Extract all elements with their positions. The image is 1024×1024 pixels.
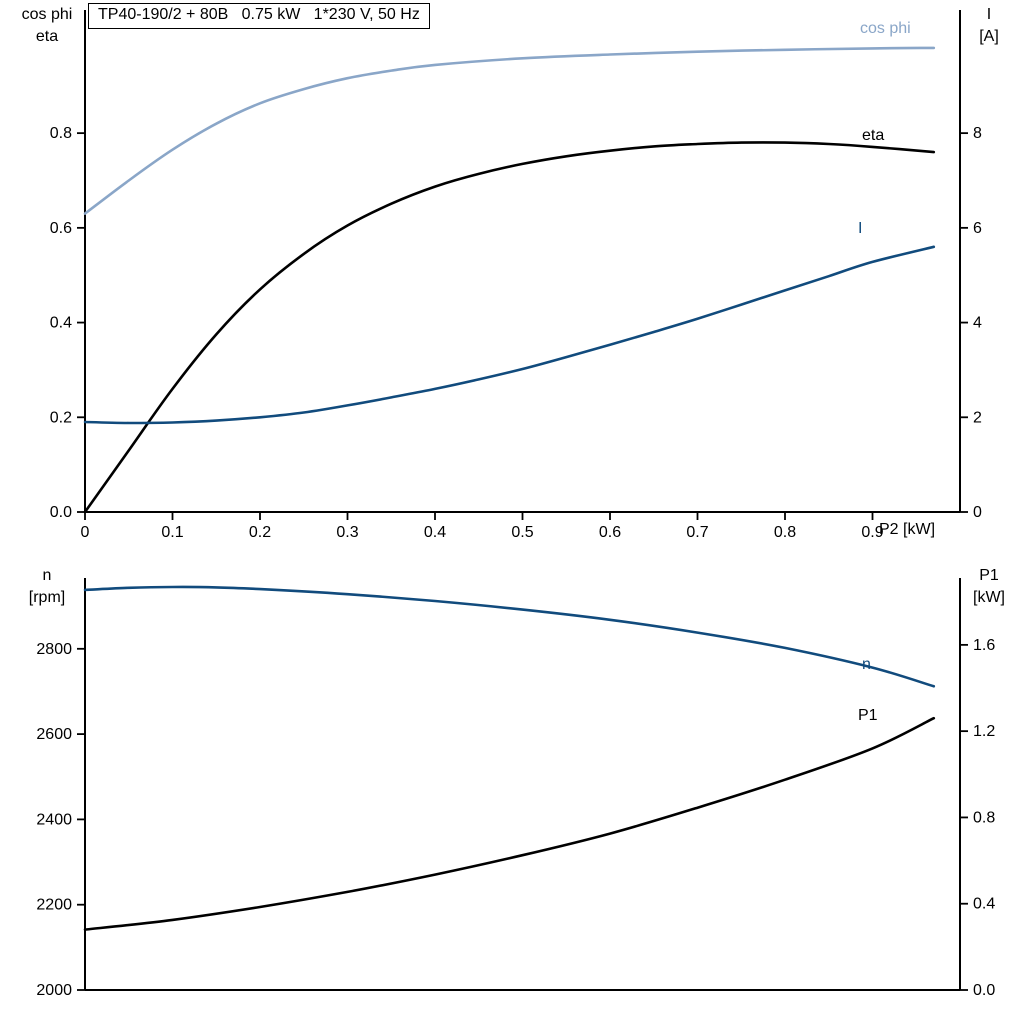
p1-curve-label: P1: [858, 707, 878, 724]
right-axis-title-current: I: [986, 6, 992, 23]
left-axis-title-speed: n: [42, 567, 52, 584]
curve-speed: [83, 585, 936, 688]
curve-eta: [83, 141, 936, 514]
x-tick-label: 0.6: [599, 524, 621, 541]
left-tick-label: 0.6: [50, 220, 72, 237]
right-tick-label: 0: [973, 504, 982, 521]
right-tick-label: 4: [973, 315, 982, 332]
left-axis-title-eta: eta: [35, 28, 59, 45]
left-tick-label: 0.4: [50, 315, 72, 332]
top-chart-left-axis-title: cos phi eta: [7, 4, 87, 48]
left-tick-label: 0.0: [50, 504, 72, 521]
left-tick-label: 2200: [36, 897, 72, 914]
left-tick-label: 2000: [36, 982, 72, 999]
current-curve-label: I: [858, 220, 863, 237]
speed-curve-label: n: [862, 656, 871, 673]
x-tick-label: 0.4: [424, 524, 446, 541]
x-tick-label: 0.2: [249, 524, 271, 541]
curve-cos-phi: [83, 46, 936, 215]
right-tick-label: 0.4: [973, 896, 995, 913]
x-tick-label: 0: [81, 524, 90, 541]
left-axis-title-cos-phi: cos phi: [21, 6, 73, 23]
right-axis-title-current-unit: [A]: [979, 28, 999, 45]
right-axis-title-p1-unit: [kW]: [973, 589, 1005, 606]
right-tick-label: 8: [973, 125, 982, 142]
x-tick-label: 0.1: [161, 524, 183, 541]
eta-curve-label: eta: [862, 127, 885, 144]
x-tick-label: 0.8: [774, 524, 796, 541]
left-tick-label: 0.2: [50, 409, 72, 426]
right-axis-title-p1: P1: [979, 567, 999, 584]
left-tick-label: 0.8: [50, 125, 72, 142]
chart-title-box: TP40-190/2 + 80B 0.75 kW 1*230 V, 50 Hz: [88, 3, 430, 29]
x-tick-label: 0.3: [336, 524, 358, 541]
x-tick-label: 0.9: [861, 524, 883, 541]
right-tick-label: 1.6: [973, 637, 995, 654]
bottom-chart-left-axis-title: n [rpm]: [7, 565, 87, 609]
left-tick-label: 2400: [36, 811, 72, 828]
bottom-chart-right-axis-title: P1 [kW]: [960, 565, 1018, 609]
cos-phi-curve-label: cos phi: [860, 20, 911, 37]
right-tick-label: 0.8: [973, 809, 995, 826]
right-tick-label: 1.2: [973, 723, 995, 740]
x-tick-label: 0.7: [686, 524, 708, 541]
left-tick-label: 2800: [36, 641, 72, 658]
right-tick-label: 0.0: [973, 982, 995, 999]
left-axis-title-speed-unit: [rpm]: [28, 589, 66, 606]
curve-input-power: [83, 716, 936, 931]
top-chart-right-axis-title: I [A]: [960, 4, 1018, 48]
x-tick-label: 0.5: [511, 524, 533, 541]
left-tick-label: 2600: [36, 726, 72, 743]
right-tick-label: 2: [973, 409, 982, 426]
right-tick-label: 6: [973, 220, 982, 237]
x-axis-label: P2 [kW]: [879, 521, 936, 538]
curve-current: [83, 245, 936, 425]
